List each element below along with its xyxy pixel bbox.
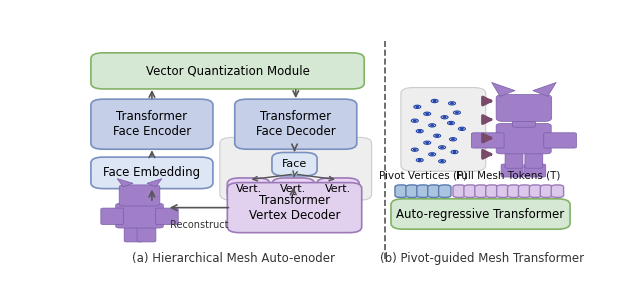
Text: Face Embedding: Face Embedding — [103, 166, 200, 179]
FancyBboxPatch shape — [227, 183, 362, 233]
Circle shape — [451, 103, 453, 104]
Circle shape — [441, 147, 444, 148]
FancyBboxPatch shape — [540, 185, 553, 197]
Text: Auto-regressive Transformer: Auto-regressive Transformer — [396, 207, 564, 221]
Circle shape — [426, 142, 428, 143]
FancyBboxPatch shape — [137, 222, 156, 242]
Circle shape — [433, 101, 436, 102]
Text: Vert.: Vert. — [236, 184, 262, 194]
FancyBboxPatch shape — [406, 185, 419, 197]
FancyBboxPatch shape — [91, 157, 213, 189]
FancyBboxPatch shape — [91, 99, 213, 149]
FancyBboxPatch shape — [518, 185, 531, 197]
FancyBboxPatch shape — [395, 185, 408, 197]
FancyBboxPatch shape — [220, 137, 372, 200]
FancyBboxPatch shape — [496, 123, 551, 154]
FancyBboxPatch shape — [317, 178, 359, 199]
Text: Vert.: Vert. — [324, 184, 351, 194]
FancyBboxPatch shape — [524, 164, 546, 177]
Circle shape — [431, 125, 433, 126]
Polygon shape — [147, 179, 162, 187]
FancyBboxPatch shape — [401, 88, 486, 171]
FancyBboxPatch shape — [272, 178, 315, 199]
FancyBboxPatch shape — [525, 150, 543, 168]
Text: Vector Quantization Module: Vector Quantization Module — [146, 64, 310, 77]
FancyBboxPatch shape — [497, 185, 509, 197]
FancyBboxPatch shape — [156, 208, 178, 225]
FancyBboxPatch shape — [551, 185, 564, 197]
Circle shape — [452, 139, 454, 140]
Circle shape — [413, 149, 416, 150]
FancyBboxPatch shape — [486, 185, 498, 197]
Polygon shape — [117, 179, 133, 187]
FancyBboxPatch shape — [505, 150, 523, 168]
Circle shape — [450, 123, 452, 124]
FancyBboxPatch shape — [272, 153, 317, 176]
FancyBboxPatch shape — [391, 199, 570, 229]
Circle shape — [426, 113, 428, 114]
Circle shape — [431, 154, 433, 155]
FancyBboxPatch shape — [501, 164, 523, 177]
FancyBboxPatch shape — [508, 185, 520, 197]
Text: Transformer
Vertex Decoder: Transformer Vertex Decoder — [249, 194, 340, 222]
FancyBboxPatch shape — [91, 53, 364, 89]
Circle shape — [441, 161, 444, 162]
Text: Face: Face — [282, 159, 307, 169]
FancyBboxPatch shape — [116, 203, 163, 228]
Text: Reconstruct: Reconstruct — [170, 220, 228, 230]
Text: Transformer
Face Decoder: Transformer Face Decoder — [256, 110, 335, 138]
Text: Vert.: Vert. — [280, 184, 307, 194]
Text: Pivot Vertices (P): Pivot Vertices (P) — [379, 170, 467, 181]
FancyBboxPatch shape — [471, 133, 504, 148]
FancyBboxPatch shape — [453, 185, 465, 197]
Polygon shape — [492, 82, 515, 96]
FancyBboxPatch shape — [475, 185, 487, 197]
FancyBboxPatch shape — [124, 222, 143, 242]
Polygon shape — [533, 82, 556, 96]
FancyBboxPatch shape — [529, 185, 542, 197]
FancyBboxPatch shape — [513, 118, 535, 127]
Circle shape — [453, 151, 456, 153]
FancyBboxPatch shape — [119, 185, 160, 206]
Circle shape — [444, 117, 446, 118]
Circle shape — [456, 112, 458, 113]
Text: Transformer
Face Encoder: Transformer Face Encoder — [113, 110, 191, 138]
FancyBboxPatch shape — [438, 185, 451, 197]
FancyBboxPatch shape — [428, 185, 440, 197]
Circle shape — [419, 160, 421, 161]
FancyBboxPatch shape — [101, 208, 124, 225]
FancyBboxPatch shape — [464, 185, 476, 197]
Circle shape — [416, 106, 419, 107]
Circle shape — [461, 128, 463, 129]
Circle shape — [413, 120, 416, 121]
FancyBboxPatch shape — [496, 95, 552, 121]
Text: (a) Hierarchical Mesh Auto-enoder: (a) Hierarchical Mesh Auto-enoder — [132, 252, 335, 265]
Circle shape — [419, 131, 421, 132]
FancyBboxPatch shape — [544, 133, 577, 148]
FancyBboxPatch shape — [227, 178, 270, 199]
Circle shape — [436, 135, 438, 136]
Text: (b) Pivot-guided Mesh Transformer: (b) Pivot-guided Mesh Transformer — [380, 252, 584, 265]
Text: Full Mesh Tokens (T): Full Mesh Tokens (T) — [456, 170, 561, 181]
FancyBboxPatch shape — [235, 99, 356, 149]
FancyBboxPatch shape — [417, 185, 429, 197]
